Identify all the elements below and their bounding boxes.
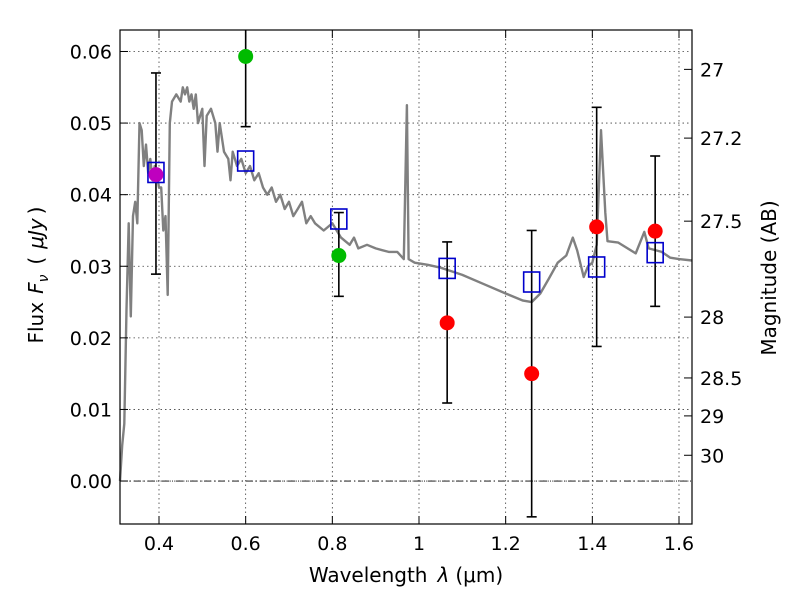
observed-flux-point [647,223,663,239]
x-axis-label: Wavelength [309,563,428,587]
x-tick-label: 1.6 [664,533,694,555]
model-photometry-square [236,150,255,172]
x-axis-unit: (μm) [455,563,503,587]
y-axis-unit-open: ( [24,257,48,265]
y-tick-label: 0.06 [70,41,112,63]
observed-flux-point [439,315,455,331]
y-axis-label: Flux [24,302,48,344]
observed-flux-point [238,48,254,64]
y2-tick-label: 27.5 [700,211,742,233]
model-photometry-square [438,257,456,280]
y-tick-label: 0.02 [70,328,112,350]
y2-tick-label: 28 [700,307,724,329]
x-tick-label: 0.8 [317,533,347,555]
model-photometry-square [147,161,165,184]
y-axis-subscript: ν [36,274,52,282]
y-axis-title: Flux Fν ( μJy) [24,206,52,343]
model-photometry-square [330,208,348,230]
x-tick-label: 0.4 [144,533,174,555]
x-tick-label: 1 [413,533,425,555]
model-spectrum-layer [118,86,693,482]
y2-tick-label: 30 [700,445,724,467]
y-axis-unit-close: ) [24,206,48,214]
observed-flux-point [148,167,164,183]
y2-tick-label: 27 [700,59,724,81]
y-tick-label: 0.04 [70,185,112,207]
observed-flux-point [331,248,347,264]
model-spectrum-line [118,86,693,482]
x-tick-label: 1.4 [577,533,607,555]
model-photometry-square [646,241,664,264]
y-tick-label: 0.00 [70,471,112,493]
observed-flux-point [524,366,540,382]
y2-tick-label: 27.2 [700,128,742,150]
model-photometry-squares [147,150,664,293]
y2-axis-title: Magnitude (AB) [757,200,781,355]
y-tick-label: 0.03 [70,256,112,278]
observed-points [148,48,663,382]
tick-labels: 0.4 0.6 0.8 1 1.2 1.4 1.6 0.00 0.01 0.02 0.03 0.04 0… [70,41,743,555]
grid-lines [120,30,692,524]
model-photometry-square [587,256,606,278]
x-axis-symbol: λ [437,563,450,587]
observed-flux-point [589,219,605,235]
x-tick-label: 0.6 [231,533,261,555]
y-axis-unit: μJy [24,217,48,250]
axis-ticks [120,30,692,524]
y2-tick-label: 28.5 [700,368,742,390]
y-axis-symbol: F [24,282,48,294]
model-photometry-square [522,271,541,293]
y2-tick-label: 29 [700,406,724,428]
plot-frame [119,29,693,525]
y-tick-label: 0.05 [70,113,112,135]
x-axis-title: Wavelength λ (μm) [309,563,503,587]
y-tick-label: 0.01 [70,399,112,421]
x-tick-label: 1.2 [491,533,521,555]
